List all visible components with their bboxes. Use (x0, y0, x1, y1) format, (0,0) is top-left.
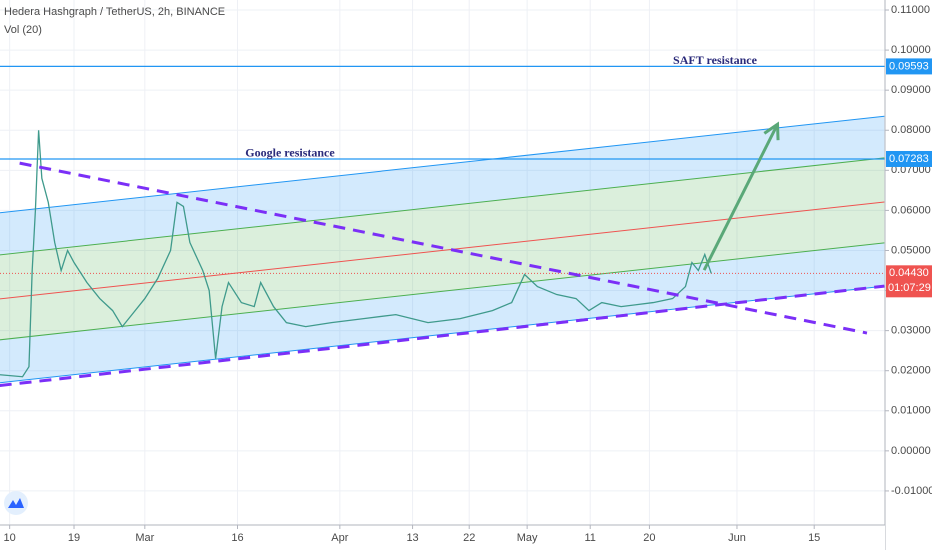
y-tick-label: -0.01000 (891, 485, 932, 497)
time-axis (0, 525, 885, 550)
channel-band (0, 242, 885, 383)
logo-circle[interactable] (4, 491, 28, 515)
resistance-annotation: SAFT resistance (673, 53, 758, 67)
countdown-label: 01:07:29 (888, 282, 931, 294)
x-tick-label: May (517, 532, 538, 544)
forecast-arrow-head (763, 121, 780, 141)
y-tick-label: 0.07000 (891, 164, 931, 176)
x-tick-label: 10 (4, 532, 16, 544)
logo-icon[interactable] (8, 498, 24, 508)
x-tick-label: 11 (585, 532, 596, 544)
channel-line (0, 201, 885, 300)
channel-line (0, 242, 885, 341)
y-tick-label: 0.09000 (891, 84, 931, 96)
last-price-tag (886, 265, 932, 298)
y-tick-label: 0.01000 (891, 405, 931, 417)
volume-label: Vol (20) (4, 24, 42, 36)
trend-line (0, 284, 885, 388)
x-tick-label: Jun (728, 532, 746, 544)
y-tick-label: 0.08000 (891, 124, 931, 136)
last-price-label: 0.04430 (889, 267, 929, 279)
x-tick-label: Apr (331, 532, 348, 544)
x-tick-label: 15 (808, 532, 820, 544)
resistance-annotation: Google resistance (245, 146, 335, 160)
channel-band (0, 116, 885, 255)
y-tick-label: 0.00000 (891, 445, 931, 457)
y-tick-label: 0.06000 (891, 204, 931, 216)
channel-line (0, 115, 885, 214)
price-tag-label: 0.07283 (889, 153, 929, 165)
y-tick-label: 0.02000 (891, 365, 931, 377)
x-tick-label: 19 (68, 532, 80, 544)
x-tick-label: 22 (463, 532, 475, 544)
x-tick-label: Mar (135, 532, 154, 544)
y-tick-label: 0.05000 (891, 244, 931, 256)
y-tick-label: 0.10000 (891, 44, 931, 56)
forecast-arrow (702, 123, 779, 271)
price-tag-label: 0.09593 (889, 60, 929, 72)
y-tick-label: 0.11000 (891, 4, 930, 16)
chart-title: Hedera Hashgraph / TetherUS, 2h, BINANCE (4, 6, 225, 18)
logo[interactable] (4, 491, 28, 515)
y-tick-label: 0.03000 (891, 325, 931, 337)
x-tick-label: 16 (231, 532, 243, 544)
price-line (0, 130, 712, 378)
channel-line (0, 157, 885, 256)
price-tag (886, 58, 932, 75)
price-tag (886, 150, 932, 167)
x-tick-label: 13 (406, 532, 418, 544)
x-tick-label: 20 (643, 532, 655, 544)
